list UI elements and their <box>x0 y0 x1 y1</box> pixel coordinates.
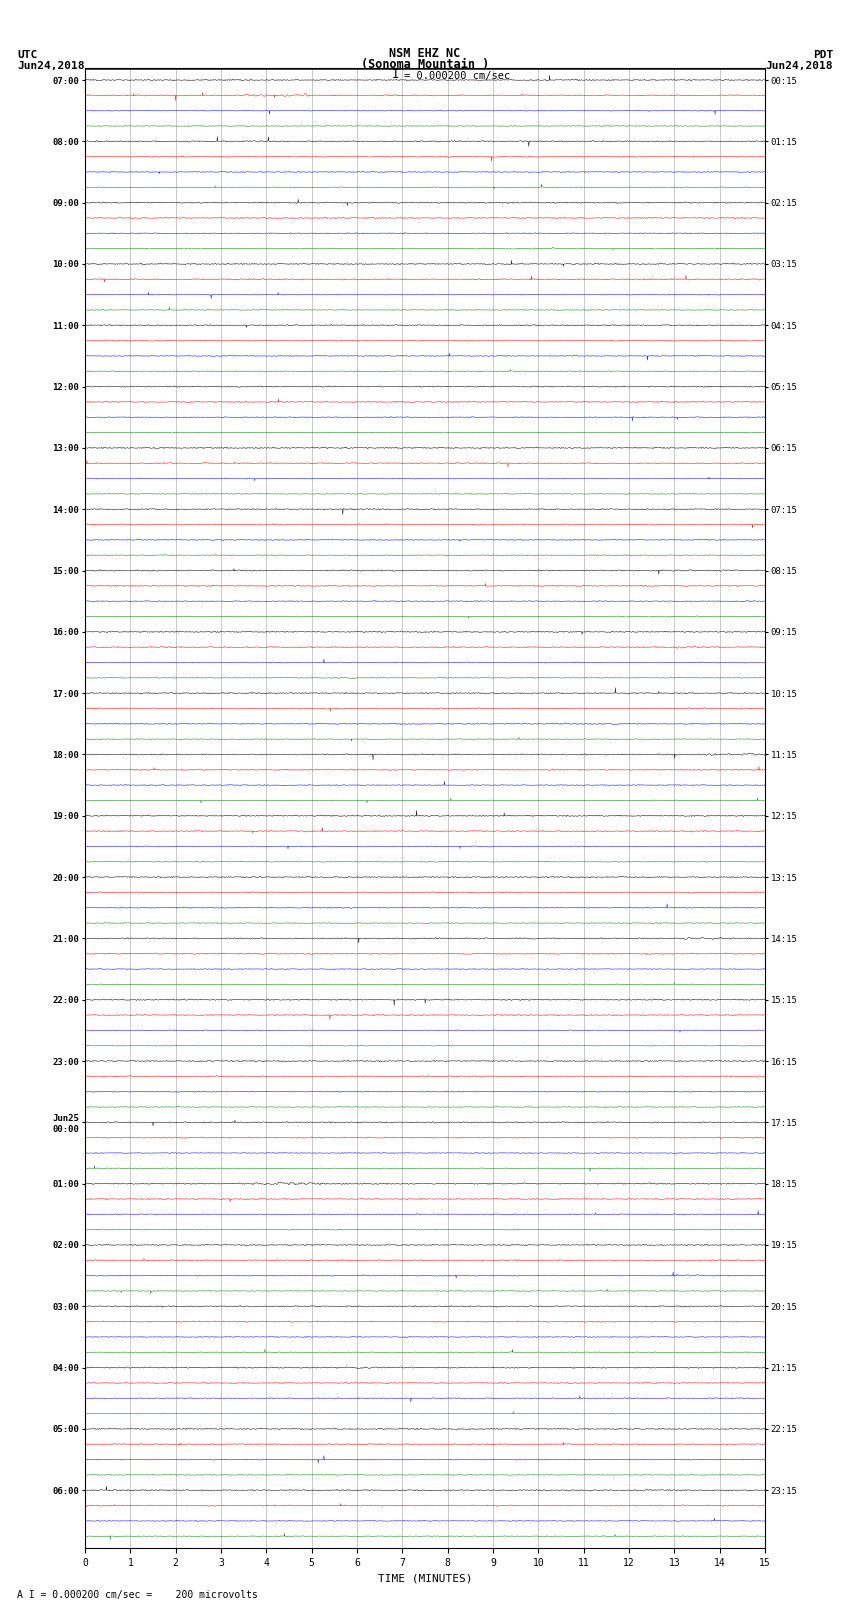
X-axis label: TIME (MINUTES): TIME (MINUTES) <box>377 1574 473 1584</box>
Text: = 0.000200 cm/sec: = 0.000200 cm/sec <box>404 71 510 81</box>
Text: Jun24,2018: Jun24,2018 <box>17 61 84 71</box>
Text: Jun24,2018: Jun24,2018 <box>766 61 833 71</box>
Text: I: I <box>392 68 399 81</box>
Text: UTC: UTC <box>17 50 37 60</box>
Text: PDT: PDT <box>813 50 833 60</box>
Text: NSM EHZ NC: NSM EHZ NC <box>389 47 461 60</box>
Text: A I = 0.000200 cm/sec =    200 microvolts: A I = 0.000200 cm/sec = 200 microvolts <box>17 1590 258 1600</box>
Text: (Sonoma Mountain ): (Sonoma Mountain ) <box>361 58 489 71</box>
